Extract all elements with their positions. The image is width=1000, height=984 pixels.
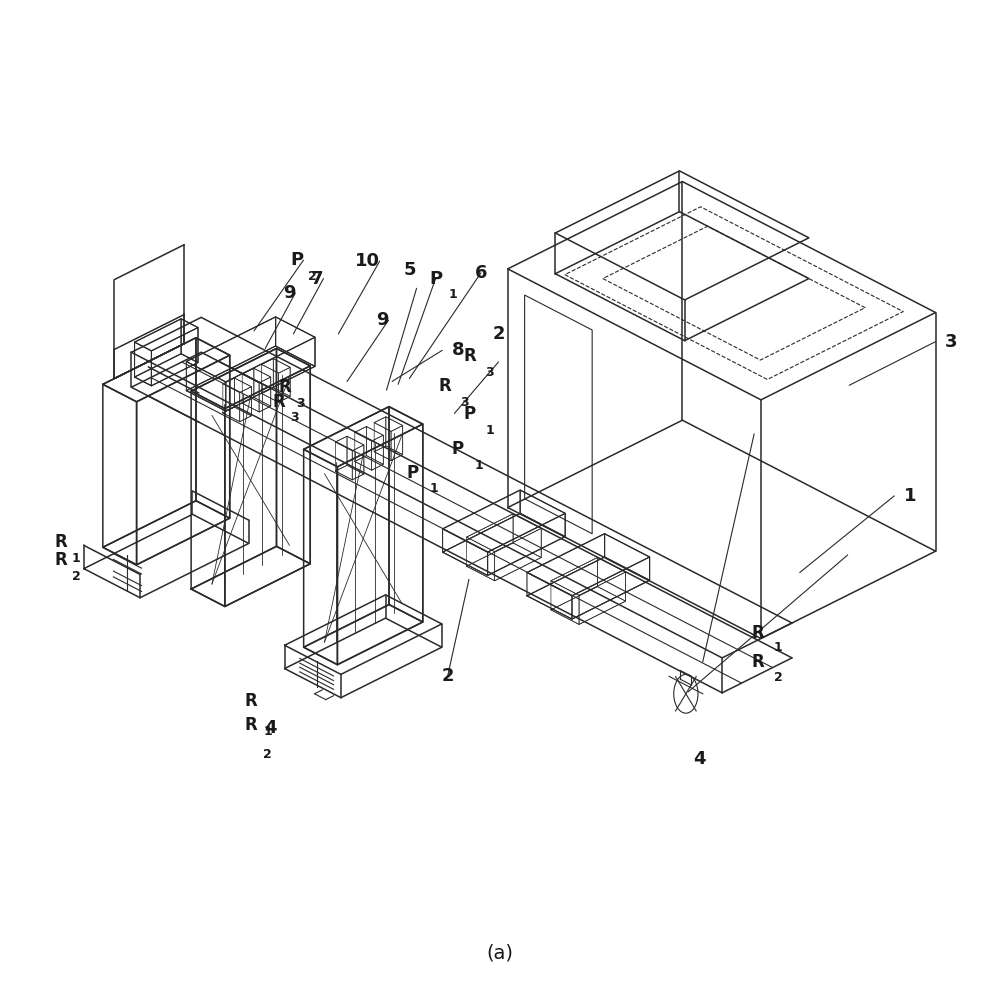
- Text: (a): (a): [487, 944, 514, 962]
- Text: 10: 10: [355, 252, 380, 271]
- Text: P: P: [452, 440, 464, 459]
- Text: 2: 2: [263, 748, 272, 761]
- Text: P: P: [463, 405, 475, 423]
- Text: 1: 1: [72, 552, 81, 565]
- Text: 3: 3: [485, 366, 494, 379]
- Text: 2: 2: [492, 325, 505, 342]
- Text: P: P: [407, 463, 419, 481]
- Text: 8: 8: [452, 341, 465, 359]
- Text: 2: 2: [774, 670, 782, 684]
- Text: 2: 2: [308, 270, 317, 282]
- Text: 6: 6: [475, 264, 487, 281]
- Text: 1: 1: [474, 459, 483, 472]
- Text: R: R: [54, 551, 67, 569]
- Text: 7: 7: [311, 270, 323, 287]
- Text: 1: 1: [448, 288, 457, 301]
- Text: 9: 9: [283, 284, 295, 302]
- Text: 1: 1: [774, 642, 782, 654]
- Text: R: R: [751, 652, 764, 671]
- Text: 2: 2: [441, 667, 454, 685]
- Text: R: R: [278, 378, 291, 397]
- Text: 3: 3: [945, 333, 958, 350]
- Text: R: R: [463, 347, 476, 365]
- Text: R: R: [751, 624, 764, 642]
- Text: R: R: [244, 715, 257, 733]
- Text: 1: 1: [263, 725, 272, 738]
- Text: R: R: [272, 393, 285, 410]
- Text: R: R: [54, 533, 67, 551]
- Text: 2: 2: [72, 570, 81, 583]
- Text: P: P: [429, 270, 442, 287]
- Text: 1: 1: [904, 487, 916, 505]
- Text: R: R: [438, 377, 451, 396]
- Text: 4: 4: [264, 718, 276, 737]
- Text: 9: 9: [376, 311, 388, 330]
- Text: R: R: [244, 693, 257, 710]
- Text: P: P: [290, 251, 303, 270]
- Text: 3: 3: [460, 396, 469, 409]
- Text: 1: 1: [485, 424, 494, 437]
- Text: 5: 5: [404, 261, 417, 278]
- Text: 1: 1: [429, 482, 438, 495]
- Text: 4: 4: [693, 750, 706, 768]
- Text: 3: 3: [290, 411, 299, 424]
- Text: 3: 3: [296, 397, 304, 410]
